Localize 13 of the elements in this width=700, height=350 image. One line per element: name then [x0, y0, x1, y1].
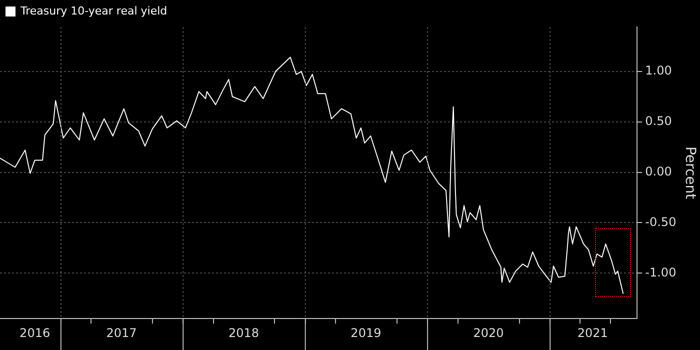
y-axis-title: Percent [682, 146, 698, 200]
y-tick-label: 0.00 [645, 164, 672, 178]
y-tick-label: 1.00 [645, 64, 672, 78]
x-tick-label: 2018 [228, 326, 260, 340]
y-tick-label: -1.00 [645, 265, 676, 280]
legend-label: Treasury 10-year real yield [20, 4, 168, 18]
x-tick-label: 2019 [350, 326, 382, 340]
x-tick-label: 2020 [473, 326, 504, 340]
x-tick-label: 2017 [106, 326, 137, 340]
x-tick-label: 2016 [20, 326, 50, 340]
y-tick-label: 0.50 [645, 114, 672, 128]
y-tick-label: -0.50 [645, 214, 676, 229]
x-tick-label: 2021 [577, 326, 608, 340]
